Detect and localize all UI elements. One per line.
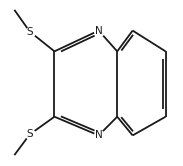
Text: S: S bbox=[27, 27, 33, 37]
Text: S: S bbox=[27, 129, 33, 139]
Text: N: N bbox=[95, 130, 103, 140]
Text: N: N bbox=[95, 26, 103, 36]
